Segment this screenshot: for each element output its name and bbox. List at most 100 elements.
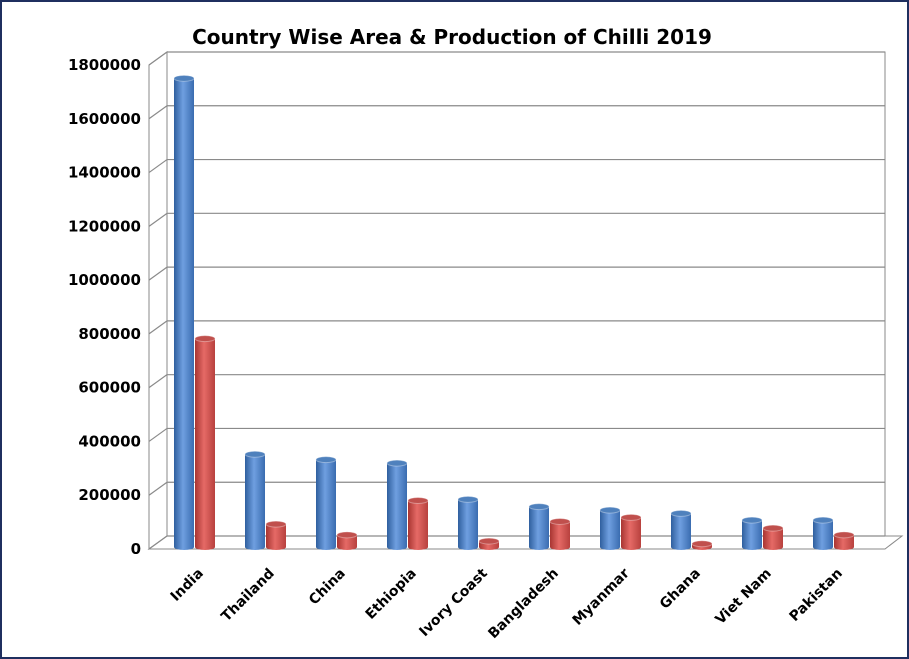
gridlines [148, 51, 885, 550]
gridline-side [148, 535, 168, 550]
bars [173, 74, 855, 550]
gridline-side [148, 481, 168, 496]
bar [549, 517, 571, 550]
bar-base [245, 544, 265, 550]
bar-base [479, 544, 499, 550]
x-tick-label: India [168, 566, 207, 605]
bar-body [408, 500, 428, 547]
chart-title: Country Wise Area & Production of Chilli… [192, 25, 712, 49]
bar [336, 531, 358, 550]
bar [812, 516, 834, 550]
gridline-side [148, 159, 168, 174]
bar-base [195, 544, 215, 550]
bar-top [265, 520, 287, 528]
bar-base [458, 544, 478, 550]
bar-top [315, 456, 337, 464]
bar-base [834, 544, 854, 550]
y-tick-label: 200000 [78, 486, 141, 504]
bar-base [266, 544, 286, 550]
bar-top [599, 506, 621, 514]
bar-top [173, 74, 195, 82]
bar [670, 509, 692, 550]
bar-top [812, 516, 834, 524]
bar [599, 506, 621, 550]
bar-body [813, 520, 833, 547]
bar-base [529, 544, 549, 550]
bar-base [621, 544, 641, 550]
bar-top [194, 335, 216, 343]
bar-body [458, 499, 478, 547]
bar-top [457, 495, 479, 503]
bar-base [316, 544, 336, 550]
x-tick-label: Thailand [218, 566, 277, 625]
y-tick-label: 600000 [78, 379, 141, 397]
bar-body [742, 520, 762, 547]
bar-body [600, 510, 620, 547]
bar [741, 516, 763, 550]
bar-body [195, 338, 215, 547]
x-tick-label: Ivory Coast [416, 565, 491, 640]
x-tick-label: Bangladesh [485, 566, 561, 642]
bar [194, 335, 216, 550]
gridline-side [148, 212, 168, 227]
bar-top [741, 516, 763, 524]
bar-top [620, 513, 642, 521]
bar-body [621, 517, 641, 547]
bar [457, 495, 479, 550]
x-tick-label: Pakistan [787, 566, 846, 625]
x-tick-label: Viet Nam [712, 566, 774, 628]
bar-top [670, 509, 692, 517]
bar-body [316, 459, 336, 547]
gridline-side [148, 266, 168, 281]
side-wall [148, 51, 168, 550]
bar-base [600, 544, 620, 550]
y-tick-label: 1200000 [68, 217, 141, 235]
bar-top [336, 531, 358, 539]
bar-top [528, 503, 550, 511]
bar [762, 524, 784, 550]
y-tick-label: 1800000 [68, 56, 141, 74]
x-tick-label: Ghana [657, 566, 704, 613]
bar [528, 503, 550, 550]
bar-base [387, 544, 407, 550]
bar-base [337, 544, 357, 550]
y-tick-label: 800000 [78, 325, 141, 343]
bar-body [174, 78, 194, 548]
gridline-side [148, 320, 168, 335]
bar-base [671, 544, 691, 550]
bar-top [691, 540, 713, 548]
back-wall [166, 51, 886, 537]
bar-body [245, 454, 265, 547]
bar-body [266, 524, 286, 547]
bar-top [244, 450, 266, 458]
bar [478, 537, 500, 550]
bar-top [407, 496, 429, 504]
bar-base [763, 544, 783, 550]
bar-body [671, 513, 691, 547]
bar-top [833, 531, 855, 539]
bar-top [549, 517, 571, 525]
x-tick-label: China [306, 566, 349, 609]
x-tick-label: Myanmar [570, 565, 633, 628]
bar-body [529, 506, 549, 547]
bar [386, 459, 408, 550]
bar-body [834, 534, 854, 547]
y-tick-label: 1400000 [68, 164, 141, 182]
bar-base [174, 544, 194, 550]
bar-top [478, 537, 500, 545]
bar [265, 520, 287, 550]
y-tick-label: 0 [131, 540, 141, 558]
bar-base [550, 544, 570, 550]
gridline-side [148, 105, 168, 120]
y-tick-label: 1000000 [68, 271, 141, 289]
y-tick-label: 400000 [78, 432, 141, 450]
bar-body [763, 528, 783, 547]
bar-body [337, 534, 357, 547]
gridline-side [148, 51, 168, 66]
y-tick-label: 1600000 [68, 110, 141, 128]
bar-base [408, 544, 428, 550]
bar-top [386, 459, 408, 467]
